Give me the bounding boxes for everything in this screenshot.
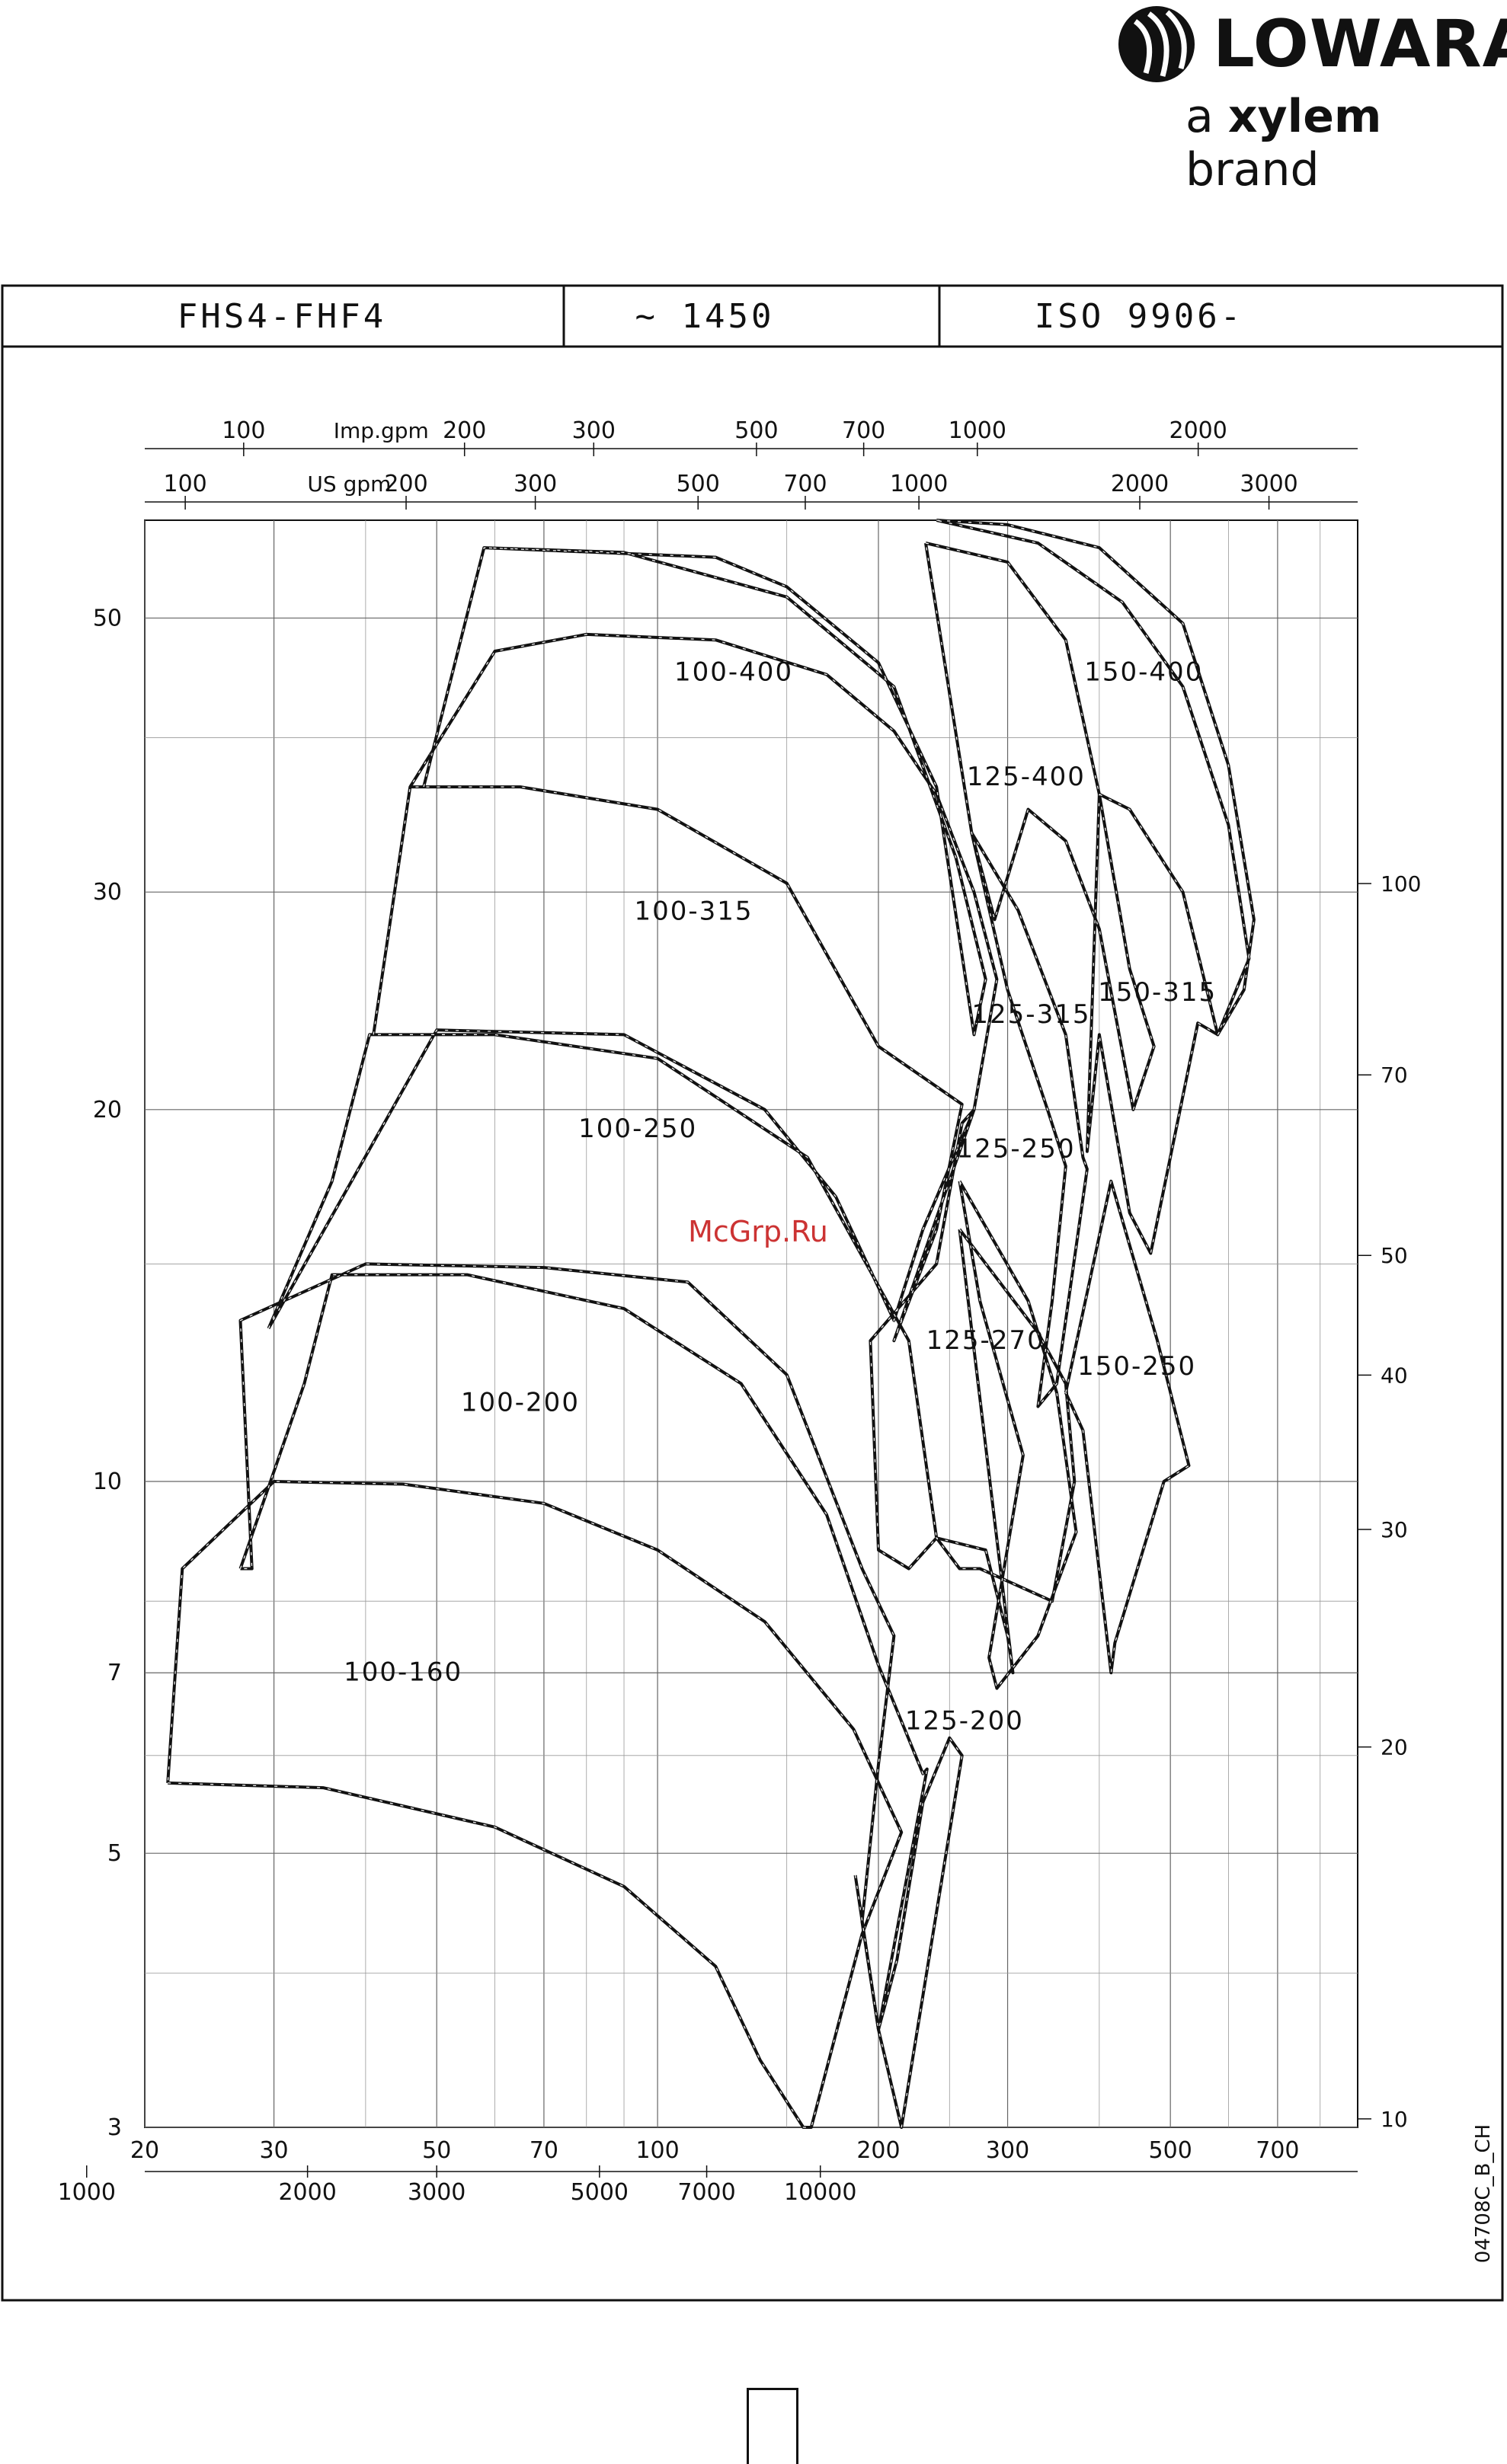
header-model: FHS4-FHF4 (178, 297, 386, 336)
x-tick-label-impgpm: 2000 (1169, 417, 1227, 444)
pump-region-label-125-400: 125-400 (967, 762, 1086, 792)
y-tick-label-m: 3 (107, 2114, 122, 2141)
x-tick-label-m3h: 300 (986, 2137, 1029, 2164)
x-tick-label-m3h: 20 (130, 2137, 159, 2164)
plot-border (144, 519, 1358, 2128)
x-tick-label-lpm: 10000 (784, 2179, 856, 2206)
x-tick-label-lpm: 5000 (571, 2179, 629, 2206)
x-tick-label-usgpm: 2000 (1111, 471, 1169, 497)
y-tick-label-ft: 10 (1381, 2107, 1408, 2132)
pump-region-label-125-270: 125-270 (926, 1325, 1045, 1356)
pump-region-label-150-250: 150-250 (1077, 1351, 1196, 1382)
x-tick-label-m3h: 200 (856, 2137, 900, 2164)
y-tick-label-m: 10 (93, 1468, 122, 1495)
x-tick-label-m3h: 500 (1149, 2137, 1192, 2164)
x-tick-label-m3h: 700 (1256, 2137, 1299, 2164)
y-tick-label-m: 30 (93, 879, 122, 906)
pump-region-inner-100-160 (167, 1481, 902, 2128)
y-tick-label-m: 20 (93, 1097, 122, 1123)
y-tick-label-ft: 20 (1381, 1735, 1408, 1760)
pump-region-outline-100-250 (267, 1028, 976, 1571)
pump-region-inner-125-200 (855, 1737, 963, 2128)
x-tick-label-usgpm: 500 (677, 471, 720, 497)
x-tick-label-lpm: 3000 (408, 2179, 466, 2206)
pump-region-label-100-250: 100-250 (578, 1114, 697, 1144)
usgpm-axis-label: US gpm (307, 471, 391, 497)
x-tick-label-lpm: 1000 (58, 2179, 116, 2206)
pump-region-inner-100-400 (423, 547, 987, 1035)
y-tick-label-ft: 40 (1381, 1363, 1408, 1388)
x-tick-label-usgpm: 300 (514, 471, 557, 497)
pump-region-inner-150-315 (1086, 794, 1219, 1255)
brand-subtitle-suffix: brand (1185, 143, 1320, 197)
pump-region-label-125-250: 125-250 (957, 1133, 1076, 1164)
y-tick-label-m: 50 (93, 605, 122, 631)
x-tick-label-usgpm: 700 (783, 471, 827, 497)
x-tick-label-m3h: 30 (259, 2137, 288, 2164)
pump-region-label-100-200: 100-200 (461, 1388, 580, 1418)
pump-region-label-100-315: 100-315 (634, 896, 753, 926)
x-tick-label-usgpm: 100 (164, 471, 207, 497)
watermark: McGrp.Ru (688, 1215, 828, 1248)
pump-region-outline-150-250 (1064, 1179, 1191, 1675)
pump-region-outline-125-250 (935, 1228, 1077, 1675)
brand-subtitle-prefix: a (1185, 90, 1214, 143)
x-tick-label-m3h: 100 (635, 2137, 679, 2164)
x-tick-label-usgpm: 3000 (1240, 471, 1297, 497)
pump-region-outline-125-400 (924, 542, 1156, 1111)
y-tick-label-ft: 100 (1381, 871, 1421, 896)
brand-logo: LOWARA a xylem brand (1112, 0, 1507, 197)
x-tick-label-impgpm: 500 (734, 417, 778, 444)
lowara-drop-logo-icon (1118, 6, 1195, 82)
x-tick-label-usgpm: 200 (384, 471, 427, 497)
pump-region-label-125-200: 125-200 (905, 1705, 1024, 1736)
y-tick-label-ft: 70 (1381, 1063, 1408, 1088)
pump-region-outline-100-200 (238, 1262, 929, 2031)
pump-region-outline-150-400 (936, 519, 1256, 1037)
sheet-frame (1, 284, 1504, 2302)
drawing-code: 04708C_B_CH (1472, 2124, 1495, 2263)
pump-region-label-150-315: 150-315 (1098, 977, 1217, 1008)
pump-region-label-100-160: 100-160 (344, 1657, 462, 1687)
y-tick-label-m: 7 (107, 1660, 122, 1686)
x-tick-label-impgpm: 1000 (949, 417, 1006, 444)
x-tick-label-lpm: 2000 (278, 2179, 336, 2206)
y-tick-label-ft: 30 (1381, 1517, 1408, 1542)
pump-region-label-125-315: 125-315 (971, 999, 1090, 1030)
pump-region-outline-150-315 (1085, 793, 1220, 1255)
x-tick-label-impgpm: 700 (842, 417, 885, 444)
page-number-box (747, 2388, 798, 2464)
x-tick-label-m3h: 70 (530, 2137, 558, 2164)
x-tick-label-usgpm: 1000 (890, 471, 948, 497)
brand-name: LOWARA (1213, 6, 1507, 82)
impgpm-axis-label: Imp.gpm (334, 418, 429, 443)
pump-region-outline-100-315 (372, 632, 999, 1343)
pump-region-inner-100-315 (373, 634, 998, 1341)
header-standard: ISO 9906- (1035, 297, 1243, 336)
performance-chart: 20 30 50 70 100 200 300 500 700 3 5 7 10 20 30 50 500 700… (58, 417, 1422, 2206)
brand-subtitle-brand: xylem (1227, 90, 1382, 143)
brand-subtitle: a xylem brand (1185, 90, 1507, 197)
x-tick-label-impgpm: 300 (572, 417, 616, 444)
pump-region-label-150-400: 150-400 (1084, 657, 1203, 687)
pump-region-inner-125-315 (971, 833, 1088, 1408)
pump-region-outline-125-200 (853, 1736, 964, 2129)
x-tick-label-lpm: 7000 (677, 2179, 735, 2206)
pump-region-outline-100-160 (166, 1480, 904, 2129)
pump-region-outline-100-400 (422, 546, 987, 1037)
pump-region-outline-125-270 (958, 1180, 1078, 1690)
y-tick-label-m: 5 (107, 1840, 122, 1867)
pump-region-label-100-400: 100-400 (674, 657, 793, 687)
x-tick-label-m3h: 50 (422, 2137, 451, 2164)
x-tick-label-impgpm: 200 (443, 417, 486, 444)
header-speed: ~ 1450 (635, 297, 775, 336)
pump-region-inner-100-250 (267, 1029, 975, 1570)
x-tick-label-impgpm: 100 (222, 417, 265, 444)
pump-region-inner-100-200 (239, 1263, 928, 2030)
y-tick-label-ft: 50 (1381, 1243, 1408, 1268)
